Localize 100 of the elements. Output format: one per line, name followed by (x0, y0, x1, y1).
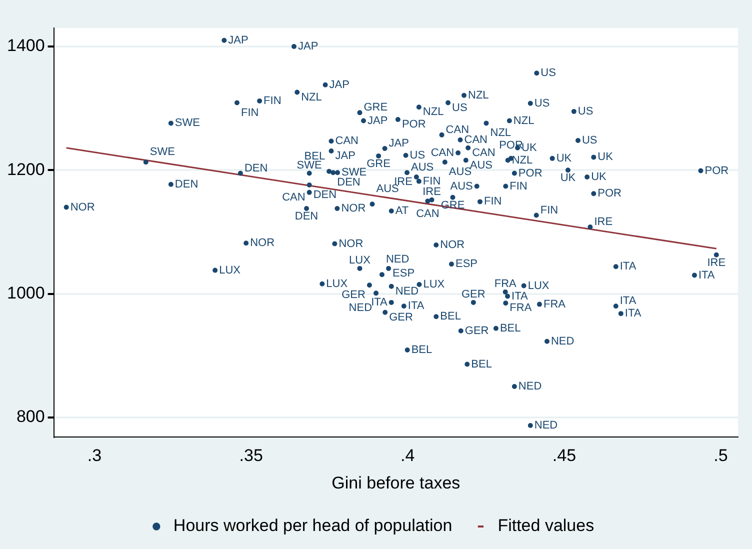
data-label: FIN (264, 94, 282, 107)
legend-label: Fitted values (498, 516, 594, 536)
data-label: CAN (430, 146, 454, 159)
data-label: LUX (349, 254, 372, 266)
data-label: BEL (440, 310, 461, 323)
data-label: DEN (244, 162, 268, 174)
data-label: SWE (296, 159, 322, 172)
data-label: ITA (698, 269, 716, 282)
data-label: AUS (411, 162, 434, 174)
data-label: NED (534, 419, 558, 432)
data-label: CAN (335, 135, 359, 148)
data-label: AUS (450, 180, 473, 192)
data-label: DEN (337, 176, 360, 189)
data-label: US (534, 97, 550, 110)
data-label: UK (591, 171, 608, 183)
data-label: UK (522, 142, 538, 154)
data-label: NZL (512, 154, 533, 166)
data-label: UK (598, 151, 614, 164)
y-tick-label: 1000 (6, 283, 45, 302)
x-tick-label: .45 (552, 446, 576, 466)
x-tick-label: .3 (87, 446, 102, 466)
data-label: NZL (422, 106, 444, 118)
data-label: NZL (490, 127, 512, 140)
data-label: IRE (707, 256, 726, 269)
data-label: JAP (298, 40, 318, 53)
data-label: DEN (174, 178, 198, 190)
data-label: ESP (392, 267, 415, 280)
data-label: ITA (371, 296, 388, 308)
data-label: AT (395, 204, 409, 217)
data-label: FIN (510, 180, 528, 192)
data-label: IRE (594, 216, 613, 228)
data-label: IRE (422, 186, 441, 198)
y-tick-label: 800 (16, 407, 45, 426)
y-tick-label: 1200 (6, 160, 45, 179)
data-label: SWE (150, 146, 175, 158)
data-label: CAN (464, 134, 488, 146)
data-label: JAP (388, 138, 409, 150)
data-label: ESP (455, 258, 478, 270)
data-label: GRE (366, 158, 390, 170)
data-label: DEN (313, 189, 337, 202)
data-label: GER (342, 289, 366, 302)
data-label: FIN (422, 175, 441, 188)
legend-label: Hours worked per head of population (173, 516, 452, 536)
y-tick-label: 1400 (6, 36, 45, 56)
data-label: US (540, 67, 556, 80)
data-label: NOR (250, 237, 275, 250)
data-label: JAP (335, 150, 356, 162)
data-label: FIN (484, 196, 502, 208)
data-label: POR (598, 188, 622, 200)
data-label: NED (386, 254, 410, 266)
data-label: GER (461, 288, 486, 300)
data-label: GER (464, 324, 489, 337)
data-label: NOR (338, 238, 364, 250)
data-label: UK (556, 152, 572, 164)
data-label: NZL (468, 89, 489, 102)
data-label: GRE (364, 102, 388, 114)
data-label: US (452, 102, 468, 114)
data-label: SWE (342, 166, 367, 179)
data-label: NED (395, 285, 419, 298)
data-label: DEN (294, 210, 318, 223)
data-label: US (582, 134, 598, 147)
data-label: BEL (500, 322, 521, 334)
data-label: JAP (228, 34, 248, 46)
data-label: AUS (470, 159, 493, 172)
data-label: ITA (620, 295, 637, 308)
data-label: FIN (540, 204, 558, 216)
x-tick-label: .35 (239, 446, 263, 466)
x-axis-title: Gini before taxes (332, 473, 460, 492)
data-label: GER (389, 311, 413, 324)
data-label: NZL (513, 114, 534, 127)
data-label: BEL (411, 344, 432, 356)
data-label: POR (402, 118, 426, 131)
data-label: NED (518, 380, 542, 393)
data-label: FRA (494, 278, 518, 290)
data-label: CAN (446, 124, 470, 136)
x-tick-label: .4 (400, 446, 415, 466)
data-label: NOR (440, 238, 465, 251)
data-label: US (578, 105, 594, 118)
data-label: POR (704, 164, 729, 177)
data-label: FIN (240, 106, 259, 119)
data-label: BEL (471, 358, 492, 370)
data-label: ITA (620, 260, 637, 273)
data-label: US (410, 149, 426, 162)
data-label: FRA (510, 302, 532, 314)
data-label: LUX (326, 278, 348, 290)
data-label: CAN (416, 208, 440, 220)
data-label: CAN (472, 146, 496, 159)
data-label: POR (499, 139, 523, 152)
x-tick-label: .5 (714, 446, 728, 466)
data-label: NOR (70, 201, 95, 214)
data-label: SWE (174, 117, 200, 130)
data-label: JAP (329, 78, 350, 91)
data-label: NED (348, 302, 372, 314)
data-label: NED (550, 335, 574, 348)
data-label: ITA (624, 308, 642, 320)
data-label: LUX (423, 278, 446, 291)
data-label: FRA (543, 298, 566, 310)
data-label: ITA (512, 290, 528, 302)
data-label: POR (518, 167, 542, 180)
data-label: CAN (282, 191, 306, 204)
